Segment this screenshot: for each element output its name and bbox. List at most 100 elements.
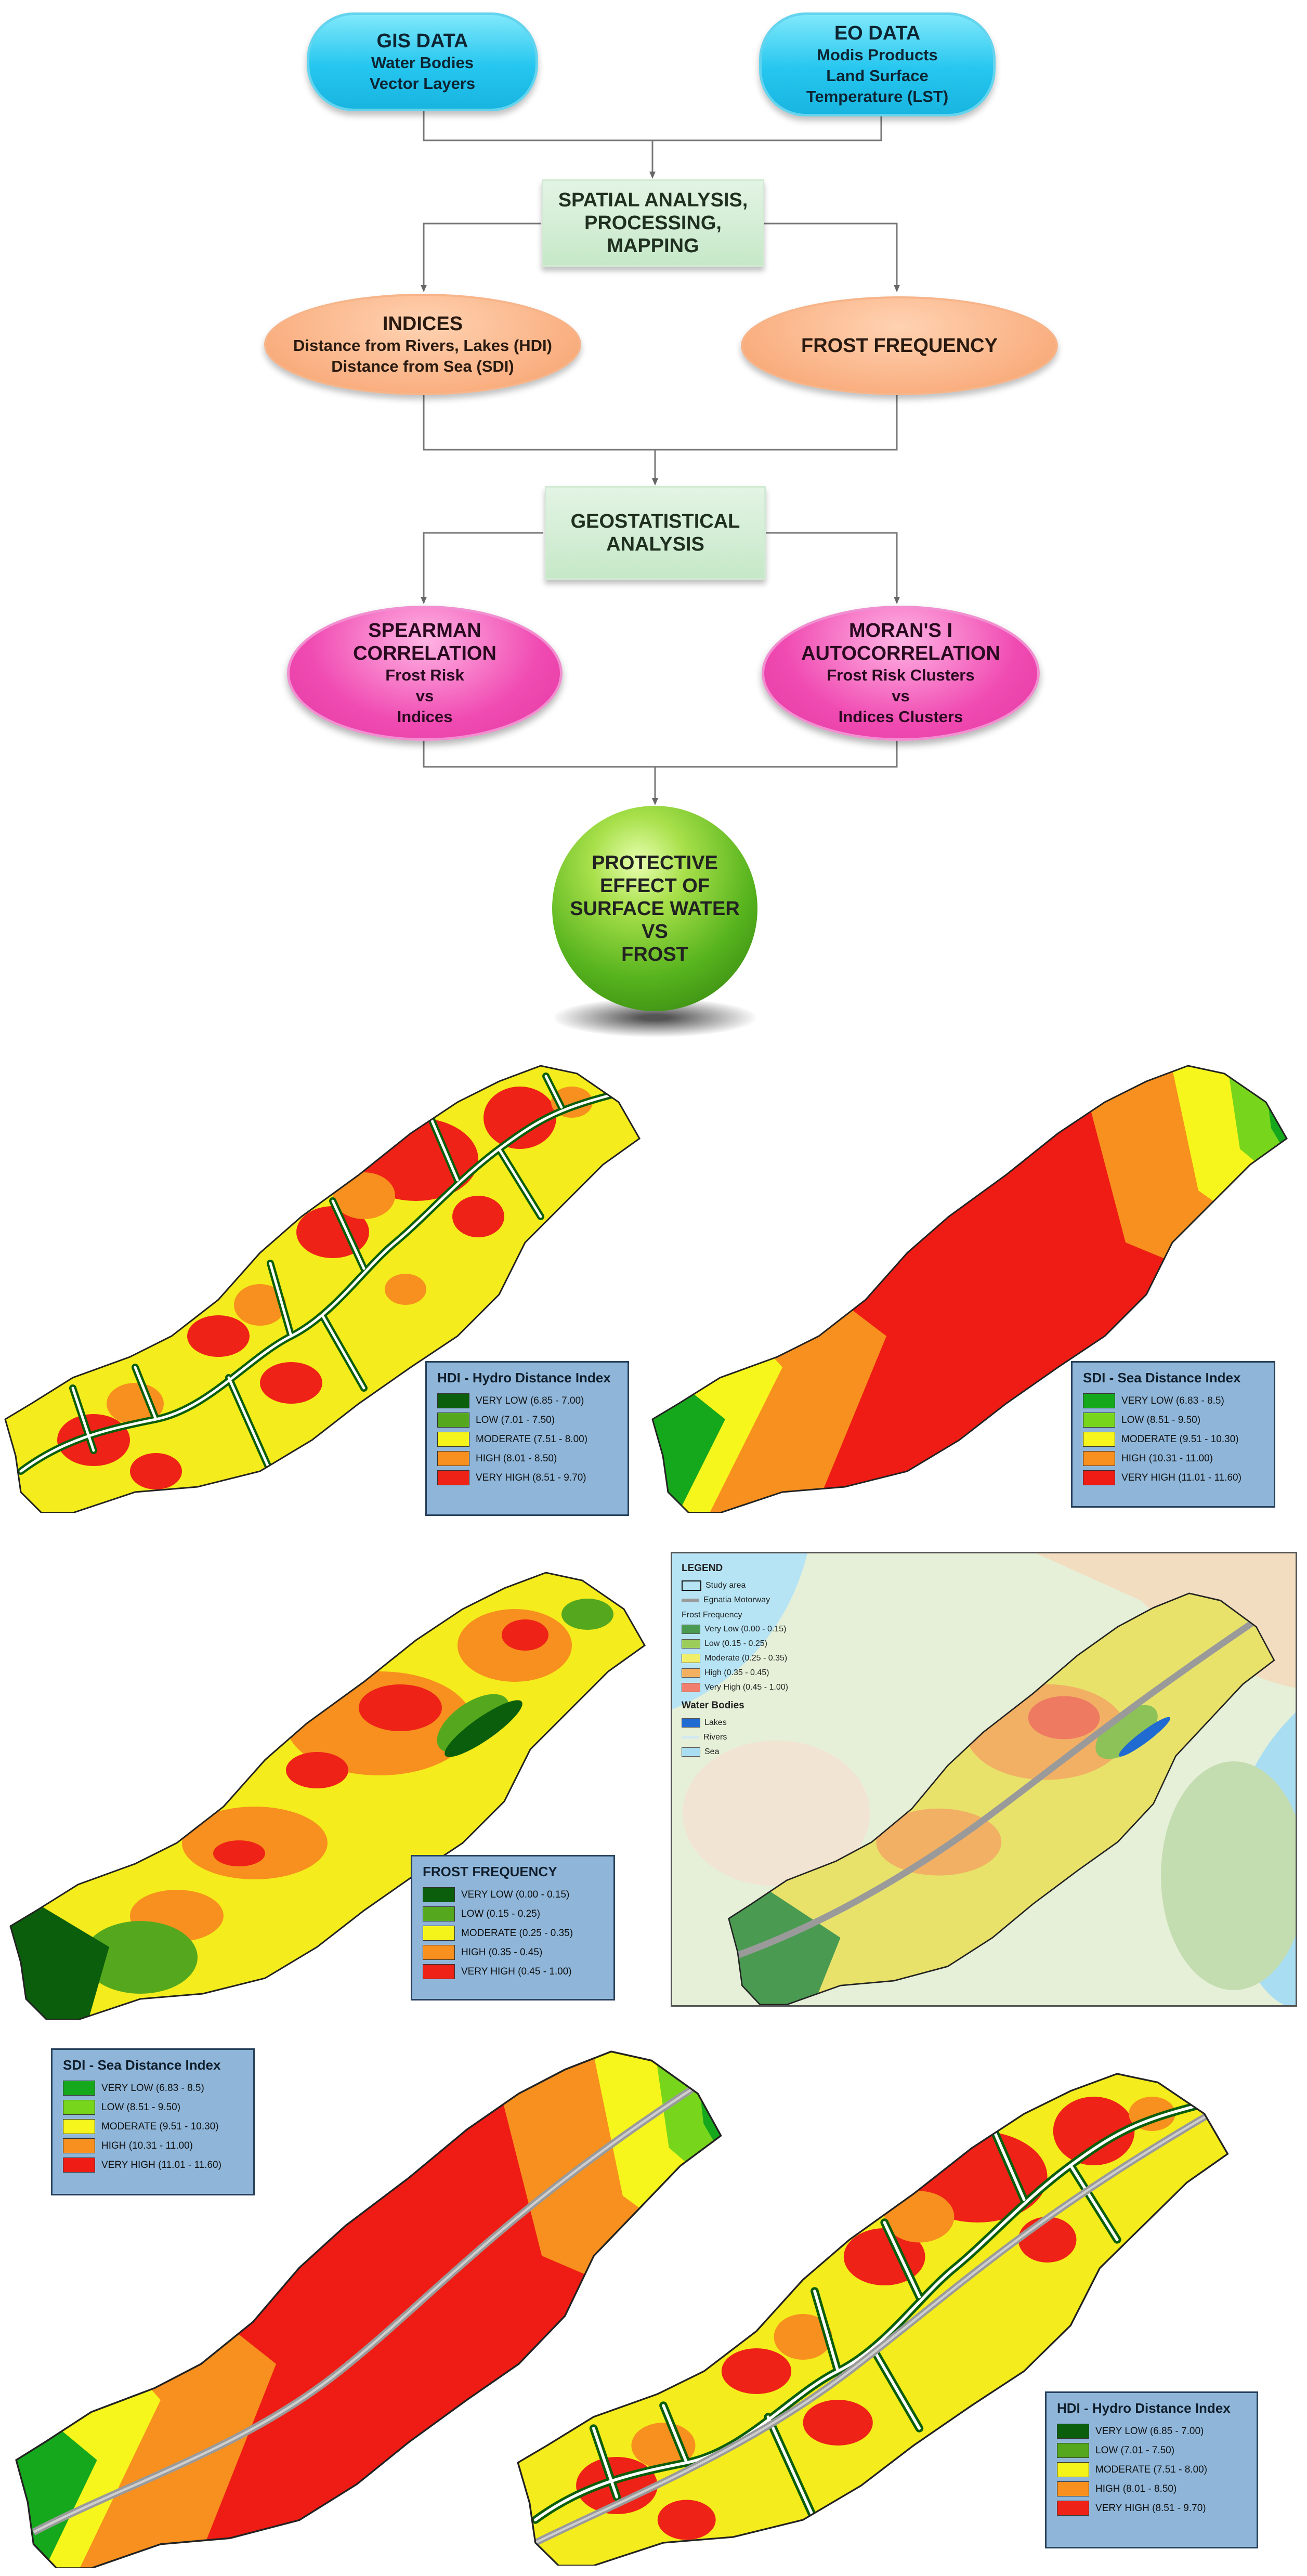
hdi-legend-title: HDI - Hydro Distance Index xyxy=(1057,2400,1231,2416)
moran-line2: AUTOCORRELATION xyxy=(801,643,1000,664)
legend-swatch xyxy=(63,2119,95,2134)
legend-swatch xyxy=(1083,1393,1115,1408)
legend-label: Moderate (0.25 - 0.35) xyxy=(704,1654,788,1663)
overview-map-frame: LEGEND Study area Egnatia Motorway Frost… xyxy=(671,1552,1297,2007)
geo-line1: GEOSTATISTICAL xyxy=(570,511,740,532)
legend-swatch xyxy=(1057,2462,1089,2477)
hdi-legend-item: MODERATE (7.51 - 8.00) xyxy=(1057,2460,1246,2479)
rivers-swatch xyxy=(682,1736,699,1738)
legend-label: MODERATE (0.25 - 0.35) xyxy=(461,1927,573,1939)
eo-data-node: EO DATA Modis Products Land Surface Temp… xyxy=(759,12,996,116)
hdi-legend-item: VERY LOW (6.85 - 7.00) xyxy=(437,1391,617,1410)
sdi-legend-title: SDI - Sea Distance Index xyxy=(1083,1370,1241,1385)
gis-data-line1: Water Bodies xyxy=(371,54,474,72)
legend-swatch xyxy=(437,1470,469,1485)
overview-rivers-item: Rivers xyxy=(682,1730,838,1745)
legend-label: MODERATE (7.51 - 8.00) xyxy=(1095,2464,1208,2475)
legend-label: VERY HIGH (0.45 - 1.00) xyxy=(461,1966,572,1977)
hdi-legend-item: HIGH (8.01 - 8.50) xyxy=(1057,2479,1246,2499)
sdi-legend-item: VERY LOW (6.83 - 8.5) xyxy=(63,2078,243,2098)
legend-swatch xyxy=(437,1413,469,1428)
gis-data-title: GIS DATA xyxy=(376,30,468,52)
legend-swatch xyxy=(1083,1413,1115,1428)
sdi-legend-item: MODERATE (9.51 - 10.30) xyxy=(63,2117,243,2136)
hdi-legend-item: LOW (7.01 - 7.50) xyxy=(1057,2441,1246,2460)
hdi-legend-item: MODERATE (7.51 - 8.00) xyxy=(437,1430,617,1449)
legend-swatch xyxy=(682,1668,700,1678)
sea-swatch xyxy=(682,1747,700,1757)
spearman-node: SPEARMAN CORRELATION Frost Risk vs Indic… xyxy=(287,606,563,741)
motorway-swatch xyxy=(682,1599,699,1602)
legend-swatch xyxy=(437,1451,469,1466)
legend-label: Very High (0.45 - 1.00) xyxy=(704,1683,788,1692)
water-bodies-heading: Water Bodies xyxy=(682,1700,744,1711)
frost-frequency-node: FROST FREQUENCY xyxy=(741,296,1058,395)
legend-swatch xyxy=(423,1945,455,1960)
sdi-legend-title: SDI - Sea Distance Index xyxy=(63,2057,221,2073)
spearman-line3: Frost Risk xyxy=(385,666,464,684)
overview-legend: LEGEND Study area Egnatia Motorway Frost… xyxy=(682,1563,838,1759)
hdi-motorway-map xyxy=(517,2073,1229,2566)
legend-swatch xyxy=(63,2081,95,2096)
indices-node: INDICES Distance from Rivers, Lakes (HDI… xyxy=(264,294,581,395)
legend-label: Sea xyxy=(704,1747,720,1756)
sdi-legend-item: LOW (8.51 - 9.50) xyxy=(63,2098,243,2117)
sdi-legend-item: HIGH (10.31 - 11.00) xyxy=(63,2136,243,2155)
spatial-line1: SPATIAL ANALYSIS, xyxy=(558,189,748,211)
legend-swatch xyxy=(437,1432,469,1447)
frost-legend-item: MODERATE (0.25 - 0.35) xyxy=(423,1924,603,1943)
legend-label: VERY LOW (0.00 - 0.15) xyxy=(461,1889,570,1900)
protective-effect-node: PROTECTIVE EFFECT OF SURFACE WATER VS FR… xyxy=(552,806,757,1011)
legend-label: VERY LOW (6.83 - 8.5) xyxy=(101,2082,204,2094)
legend-label: MODERATE (7.51 - 8.00) xyxy=(476,1433,588,1445)
frost-legend-item: LOW (0.15 - 0.25) xyxy=(423,1904,603,1924)
hdi-legend-bottom: HDI - Hydro Distance Index VERY LOW (6.8… xyxy=(1045,2391,1258,2548)
legend-label: VERY LOW (6.83 - 8.5) xyxy=(1121,1395,1224,1406)
moran-line5: Indices Clusters xyxy=(838,708,963,726)
legend-label: MODERATE (9.51 - 10.30) xyxy=(101,2121,219,2132)
overview-lakes-item: Lakes xyxy=(682,1716,838,1730)
hdi-legend-item: HIGH (8.01 - 8.50) xyxy=(437,1449,617,1468)
legend-label: VERY HIGH (11.01 - 11.60) xyxy=(1121,1472,1241,1483)
sdi-legend-bottom: SDI - Sea Distance Index VERY LOW (6.83 … xyxy=(51,2048,255,2195)
hdi-legend: HDI - Hydro Distance Index VERY LOW (6.8… xyxy=(425,1361,629,1516)
gis-data-node: GIS DATA Water Bodies Vector Layers xyxy=(307,12,538,111)
sdi-legend-item: MODERATE (9.51 - 10.30) xyxy=(1083,1430,1263,1449)
moran-line3: Frost Risk Clusters xyxy=(827,666,975,684)
flowchart-connectors xyxy=(421,111,900,805)
legend-label: LOW (0.15 - 0.25) xyxy=(461,1908,541,1919)
frost-legend: FROST FREQUENCY VERY LOW (0.00 - 0.15) L… xyxy=(411,1855,615,2000)
indices-line1: Distance from Rivers, Lakes (HDI) xyxy=(293,336,552,355)
geo-line2: ANALYSIS xyxy=(606,533,704,555)
overview-frost-item: Very Low (0.00 - 0.15) xyxy=(682,1622,838,1637)
legend-swatch xyxy=(423,1964,455,1979)
result-line1: PROTECTIVE xyxy=(592,852,718,874)
legend-label: LOW (7.01 - 7.50) xyxy=(476,1414,555,1426)
eo-data-title: EO DATA xyxy=(834,22,921,44)
legend-swatch xyxy=(1057,2481,1089,2496)
overview-frost-item: Moderate (0.25 - 0.35) xyxy=(682,1651,838,1666)
legend-label: Egnatia Motorway xyxy=(703,1596,770,1604)
sdi-legend-item: HIGH (10.31 - 11.00) xyxy=(1083,1449,1263,1468)
overview-legend-motorway: Egnatia Motorway xyxy=(682,1593,838,1607)
moran-line1: MORAN'S I xyxy=(848,620,953,642)
moran-line4: vs xyxy=(892,687,910,705)
legend-label: HIGH (10.31 - 11.00) xyxy=(1121,1453,1213,1464)
overview-frost-item: Very High (0.45 - 1.00) xyxy=(682,1680,838,1695)
morans-i-node: MORAN'S I AUTOCORRELATION Frost Risk Clu… xyxy=(762,606,1040,741)
frost-legend-title: FROST FREQUENCY xyxy=(423,1864,557,1879)
result-line2: EFFECT OF xyxy=(599,874,710,897)
legend-swatch xyxy=(682,1625,700,1634)
spatial-line2: PROCESSING, xyxy=(584,212,722,234)
legend-swatch xyxy=(682,1654,700,1663)
legend-label: Study area xyxy=(705,1581,746,1590)
legend-swatch xyxy=(437,1393,469,1408)
legend-label: HIGH (10.31 - 11.00) xyxy=(101,2140,193,2151)
spatial-analysis-node: SPATIAL ANALYSIS, PROCESSING, MAPPING xyxy=(542,179,764,267)
legend-swatch xyxy=(1083,1470,1115,1485)
legend-swatch xyxy=(63,2157,95,2173)
spearman-line2: CORRELATION xyxy=(353,643,496,664)
overview-frost-item: Low (0.15 - 0.25) xyxy=(682,1637,838,1651)
overview-map-background xyxy=(672,1553,1296,2005)
frost-frequency-title: FROST FREQUENCY xyxy=(801,335,998,357)
